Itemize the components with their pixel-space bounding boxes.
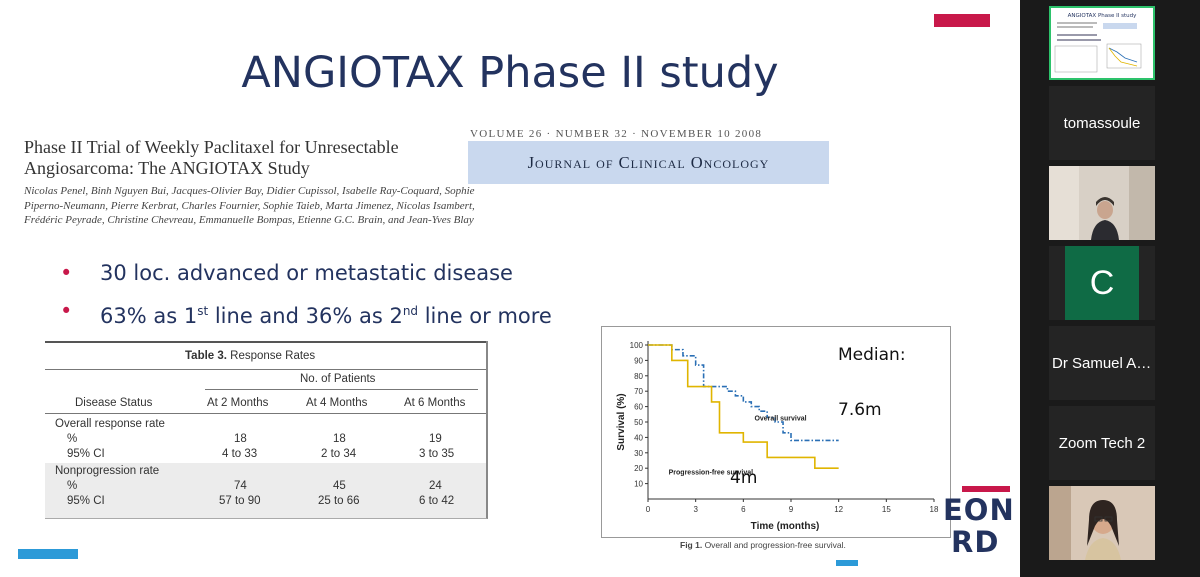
participant-name: Zoom Tech 2 <box>1058 434 1146 452</box>
participant-tile[interactable]: Zoom Tech 2 <box>1049 406 1155 480</box>
paper-authors: Nicolas Penel, Binh Nguyen Bui, Jacques-… <box>24 185 475 226</box>
participant-video-tile[interactable] <box>1049 166 1155 240</box>
logo-accent <box>962 486 1010 492</box>
table-cell: % <box>67 433 78 445</box>
participant-name: tomassoule <box>1063 114 1141 132</box>
y-tick-label: 60 <box>634 403 643 412</box>
avatar: C <box>1065 246 1139 320</box>
y-tick-label: 100 <box>630 341 644 350</box>
table-cell: 25 to 66 <box>318 495 360 507</box>
participant-video-tile[interactable] <box>1049 486 1155 560</box>
series-label-overall-survival: Overall survival <box>754 415 806 422</box>
table-cell: 24 <box>429 480 442 492</box>
bullet-list: • 30 loc. advanced or metastatic disease … <box>60 258 552 334</box>
blue-accent-bar <box>836 560 858 566</box>
table-group-header: No. of Patients <box>300 373 376 385</box>
y-tick-label: 10 <box>634 480 643 489</box>
slide-title: ANGIOTAX Phase II study <box>241 48 779 98</box>
panel-divider[interactable] <box>1020 0 1040 577</box>
shared-slide: ANGIOTAX Phase II study Phase II Trial o… <box>0 0 1020 577</box>
table-cell: 57 to 90 <box>219 495 261 507</box>
table-cell: 95% CI <box>67 448 105 460</box>
bullet-dot: • <box>60 261 73 285</box>
participant-video-icon <box>1049 486 1155 560</box>
bullet-item: • 63% as 1st line and 36% as 2nd line or … <box>60 296 552 334</box>
table-cell: 18 <box>333 433 346 445</box>
table-cell: 95% CI <box>67 495 105 507</box>
participant-name: Dr Samuel Ag... <box>1052 354 1152 372</box>
table-cell: 45 <box>333 480 346 492</box>
annotation-median: Median: <box>838 345 906 365</box>
table-cell: 74 <box>234 480 247 492</box>
y-tick-label: 90 <box>634 356 643 365</box>
x-tick-label: 0 <box>646 505 651 514</box>
table-header: At 4 Months <box>306 397 368 409</box>
y-tick-label: 40 <box>634 433 643 442</box>
y-tick-label: 80 <box>634 372 643 381</box>
participant-tile-slide[interactable]: ANGIOTAX Phase II study <box>1049 6 1155 80</box>
table-header: At 6 Months <box>404 397 466 409</box>
table-caption: Table 3. Response Rates <box>185 350 316 362</box>
y-tick-label: 50 <box>634 418 643 427</box>
y-tick-label: 30 <box>634 449 643 458</box>
table-header: At 2 Months <box>207 397 269 409</box>
x-tick-label: 15 <box>882 505 891 514</box>
blue-accent-bar <box>18 549 78 559</box>
x-tick-label: 3 <box>693 505 698 514</box>
participant-tile[interactable]: tomassoule <box>1049 86 1155 160</box>
x-tick-label: 12 <box>834 505 843 514</box>
participant-tile[interactable]: Dr Samuel Ag... <box>1049 326 1155 400</box>
table-cell: 3 to 35 <box>419 448 455 460</box>
svg-text:ANGIOTAX Phase II study: ANGIOTAX Phase II study <box>1068 13 1137 19</box>
table-section-label: Nonprogression rate <box>55 465 160 477</box>
bullet-dot: • <box>60 299 73 323</box>
overall-survival-line <box>648 344 839 442</box>
y-axis-label: Survival (%) <box>616 393 627 450</box>
bullet-item: • 30 loc. advanced or metastatic disease <box>60 258 552 296</box>
slide-thumbnail-icon: ANGIOTAX Phase II study <box>1051 8 1153 78</box>
y-tick-label: 20 <box>634 464 643 473</box>
progression-free-survival-line <box>648 344 839 469</box>
table-cell: 6 to 42 <box>419 495 455 507</box>
participant-video-icon <box>1049 166 1155 240</box>
table-cell: % <box>67 480 78 492</box>
x-tick-label: 6 <box>741 505 746 514</box>
y-tick-label: 70 <box>634 387 643 396</box>
accent-bar <box>934 14 990 27</box>
survival-chart-svg: 10 20 30 40 50 60 70 80 90 100 0 3 6 9 12 15 18 Time (mon… <box>616 341 939 532</box>
response-rates-table: Table 3. Response Rates No. of Patients … <box>45 341 488 519</box>
x-axis-label: Time (months) <box>751 521 820 532</box>
table-header: Disease Status <box>75 397 153 409</box>
journal-name: Journal of Clinical Oncology <box>468 141 829 184</box>
participant-tile[interactable]: C <box>1049 246 1155 320</box>
table-cell: 4 to 33 <box>222 448 258 460</box>
series-label-progression-free-survival: Progression-free survival <box>669 469 753 476</box>
table-section-label: Overall response rate <box>55 418 165 430</box>
survival-chart: 10 20 30 40 50 60 70 80 90 100 0 3 6 9 12 15 18 Time (mon… <box>601 326 951 538</box>
annotation-pfs-median: 4m <box>730 468 758 488</box>
annotation-os-median: 7.6m <box>838 400 882 420</box>
logo: EON RD <box>943 493 1015 559</box>
journal-volume: VOLUME 26 · NUMBER 32 · NOVEMBER 10 2008 <box>470 128 763 140</box>
paper-title: Phase II Trial of Weekly Paclitaxel for … <box>24 137 399 178</box>
table-cell: 19 <box>429 433 442 445</box>
x-tick-label: 18 <box>930 505 939 514</box>
table-cell: 18 <box>234 433 247 445</box>
figure-caption: Fig 1. Overall and progression-free surv… <box>680 540 846 550</box>
x-tick-label: 9 <box>789 505 794 514</box>
table-cell: 2 to 34 <box>321 448 357 460</box>
